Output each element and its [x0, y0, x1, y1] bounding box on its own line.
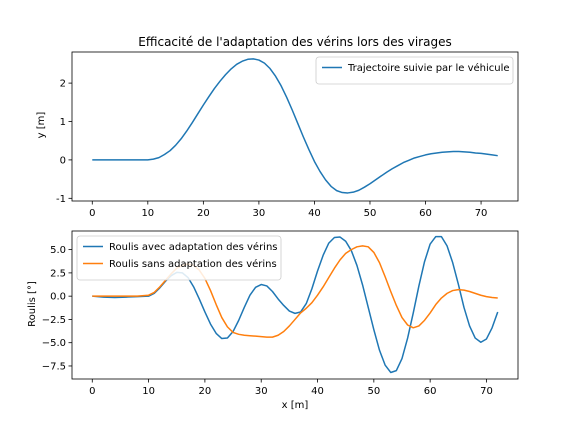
- axes-0: 0 10 20 30 40 50 60 70 -1 0 1 2: [56, 51, 519, 219]
- bottom-y-axis-label: Roulis [°]: [27, 281, 38, 327]
- x-tick-label-0-7: 70: [475, 208, 488, 219]
- x-tick-label-0-2: 20: [197, 208, 210, 219]
- x-tick-label-1-5: 50: [367, 386, 380, 397]
- x-tick-label-1-2: 20: [199, 386, 212, 397]
- y-tick-label-0-0: -1: [56, 194, 66, 205]
- top-y-axis-label: y [m]: [36, 112, 47, 139]
- axes-frame-0: [71, 51, 519, 202]
- x-tick-label-1-7: 70: [480, 386, 493, 397]
- y-tick-label-0-2: 1: [60, 117, 66, 128]
- trajectory-plot: Efficacité de l'adaptation des vérins lo…: [36, 35, 519, 219]
- x-tick-label-0-5: 50: [364, 208, 377, 219]
- x-tick-label-0-4: 40: [308, 208, 321, 219]
- legend-0: Trajectoire suivie par le véhicule: [315, 56, 514, 85]
- x-tick-label-0-6: 60: [419, 208, 432, 219]
- x-tick-label-1-4: 40: [311, 386, 324, 397]
- chart-title: Efficacité de l'adaptation des vérins lo…: [138, 35, 451, 49]
- x-tick-label-1-1: 10: [142, 386, 155, 397]
- roll-plot: x [m] Roulis [°] 0 10 20 30 40 50 60 70 −7.5 −5.0…: [27, 230, 519, 411]
- legend-box-0: [315, 56, 514, 85]
- legend-box-1: [76, 235, 282, 281]
- y-tick-label-0-1: 0: [60, 155, 66, 166]
- y-tick-label-1-3: 0.0: [50, 292, 66, 303]
- y-tick-label-1-5: 5.0: [50, 245, 66, 256]
- y-tick-label-1-2: −2.5: [42, 315, 66, 326]
- x-tick-label-0-1: 10: [141, 208, 154, 219]
- axes-frame-1: [71, 230, 519, 380]
- y-tick-label-1-4: 2.5: [50, 268, 66, 279]
- y-tick-label-0-3: 2: [60, 79, 66, 90]
- legend-1: Roulis avec adaptation des vérins Roulis …: [76, 235, 282, 281]
- legend-label-1-0: Roulis avec adaptation des vérins: [109, 241, 278, 253]
- x-tick-label-1-0: 0: [89, 386, 95, 397]
- series-line-0-0: [92, 58, 498, 194]
- x-tick-label-1-6: 60: [424, 386, 437, 397]
- y-tick-label-1-1: −5.0: [42, 338, 66, 349]
- bottom-x-axis-label: x [m]: [282, 400, 309, 411]
- legend-label-0-0: Trajectoire suivie par le véhicule: [347, 62, 510, 74]
- x-tick-label-1-3: 30: [255, 386, 268, 397]
- x-tick-label-0-0: 0: [89, 208, 95, 219]
- x-tick-label-0-3: 30: [253, 208, 266, 219]
- y-tick-label-1-0: −7.5: [42, 361, 66, 372]
- legend-label-1-1: Roulis sans adaptation des vérins: [109, 258, 277, 270]
